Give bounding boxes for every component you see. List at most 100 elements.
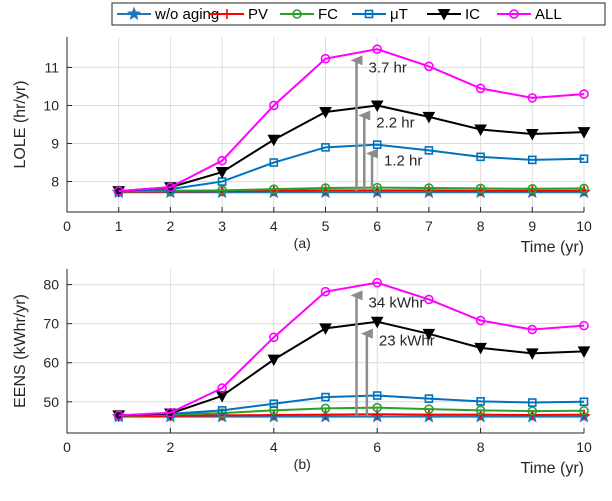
series-line [118, 143, 585, 193]
y-tick-label: 50 [43, 394, 59, 410]
data-point [579, 183, 589, 194]
panel-b: 0 2 4 6 8 10 50 60 70 80 34 kWhr 23 kWhr Time (yr) EE… [12, 269, 592, 477]
data-point [372, 391, 382, 400]
legend-label: PV [248, 6, 268, 23]
data-point [527, 324, 538, 335]
series-line [118, 186, 585, 193]
data-point [372, 402, 383, 413]
x-tick-label: 1 [115, 218, 123, 234]
x-tick-label: 7 [425, 218, 433, 234]
x-tick-label: 6 [373, 439, 381, 455]
series-line [118, 104, 585, 193]
legend: w/o aging PV FC μT IC ALL [111, 2, 606, 26]
data-point [321, 392, 330, 402]
data-point [113, 410, 124, 421]
panel-subtitle: (a) [294, 235, 311, 251]
panel-subtitle: (b) [294, 456, 311, 472]
legend-marker [437, 9, 451, 21]
annotation-label: 34 kWhr [369, 294, 425, 311]
data-point [527, 183, 538, 194]
data-point [268, 184, 279, 194]
series-line [118, 413, 585, 418]
data-point [424, 394, 434, 403]
data-point [268, 100, 279, 111]
data-point [424, 61, 434, 72]
legend-label: ALL [535, 6, 562, 23]
data-point [475, 405, 486, 416]
annotation-label: 2.2 hr [376, 114, 414, 131]
data-point [424, 294, 434, 305]
x-tick-label: 9 [528, 218, 536, 234]
data-point [370, 100, 384, 113]
data-point [320, 53, 331, 64]
data-point [320, 286, 331, 297]
data-point [579, 89, 589, 99]
data-point [475, 83, 486, 94]
data-point [269, 158, 279, 167]
series-line [118, 394, 585, 417]
data-point [476, 397, 485, 406]
data-point [320, 409, 331, 420]
panel-a: 0 1 2 3 4 5 6 7 8 9 10 8 9 10 11 3.7 hr 2.2 hr 1.2 hr Time… [12, 37, 592, 256]
annotation-label: 3.7 hr [369, 59, 407, 76]
legend-label: w/o aging [154, 6, 219, 23]
data-point [475, 315, 486, 326]
legend-marker [509, 9, 519, 19]
legend-label: FC [318, 6, 338, 23]
data-point [424, 404, 434, 414]
data-point [320, 183, 331, 193]
series-line [118, 320, 585, 417]
data-point [372, 44, 383, 54]
data-point [579, 320, 589, 331]
data-point [527, 155, 537, 165]
data-point [527, 93, 538, 103]
x-axis-label: Time (yr) [521, 239, 584, 256]
data-point [217, 383, 227, 393]
data-point [525, 129, 539, 141]
data-point [527, 406, 538, 416]
data-point [319, 106, 332, 119]
legend-marker [126, 6, 142, 20]
data-point [217, 155, 227, 166]
data-point [475, 183, 486, 194]
legend-marker [364, 9, 374, 19]
data-point [217, 185, 227, 196]
data-point [217, 406, 227, 415]
y-tick-label: 60 [43, 355, 59, 371]
data-point [474, 342, 487, 355]
x-tick-label: 10 [576, 218, 592, 234]
data-point [320, 403, 331, 414]
data-point [267, 354, 281, 367]
y-tick-label: 70 [43, 316, 59, 332]
y-tick-label: 80 [43, 277, 59, 293]
data-point [321, 143, 330, 152]
x-tick-label: 2 [167, 439, 175, 455]
data-point [267, 134, 281, 147]
data-point [423, 409, 434, 420]
series-line [118, 406, 585, 417]
data-point [422, 111, 436, 124]
data-point [476, 152, 485, 162]
data-point [424, 183, 434, 193]
annotation-label: 1.2 hr [384, 153, 422, 170]
y-axis-label: LOLE (hr/yr) [12, 80, 29, 168]
data-point [577, 346, 591, 358]
x-tick-label: 3 [218, 218, 226, 234]
data-point [579, 397, 589, 407]
x-axis-label: Time (yr) [521, 460, 584, 477]
data-point [165, 182, 176, 193]
data-point [269, 399, 279, 409]
y-tick-label: 9 [51, 136, 59, 152]
series-line [118, 48, 585, 193]
x-tick-label: 4 [270, 439, 278, 455]
y-axis-label: EENS (kWhr/yr) [12, 294, 29, 408]
x-tick-label: 0 [63, 439, 71, 455]
data-point [215, 167, 229, 179]
data-point [268, 405, 279, 416]
data-point [577, 127, 591, 139]
data-point [579, 405, 589, 416]
legend-marker [222, 9, 232, 19]
data-point [319, 323, 332, 335]
x-tick-label: 2 [167, 218, 175, 234]
